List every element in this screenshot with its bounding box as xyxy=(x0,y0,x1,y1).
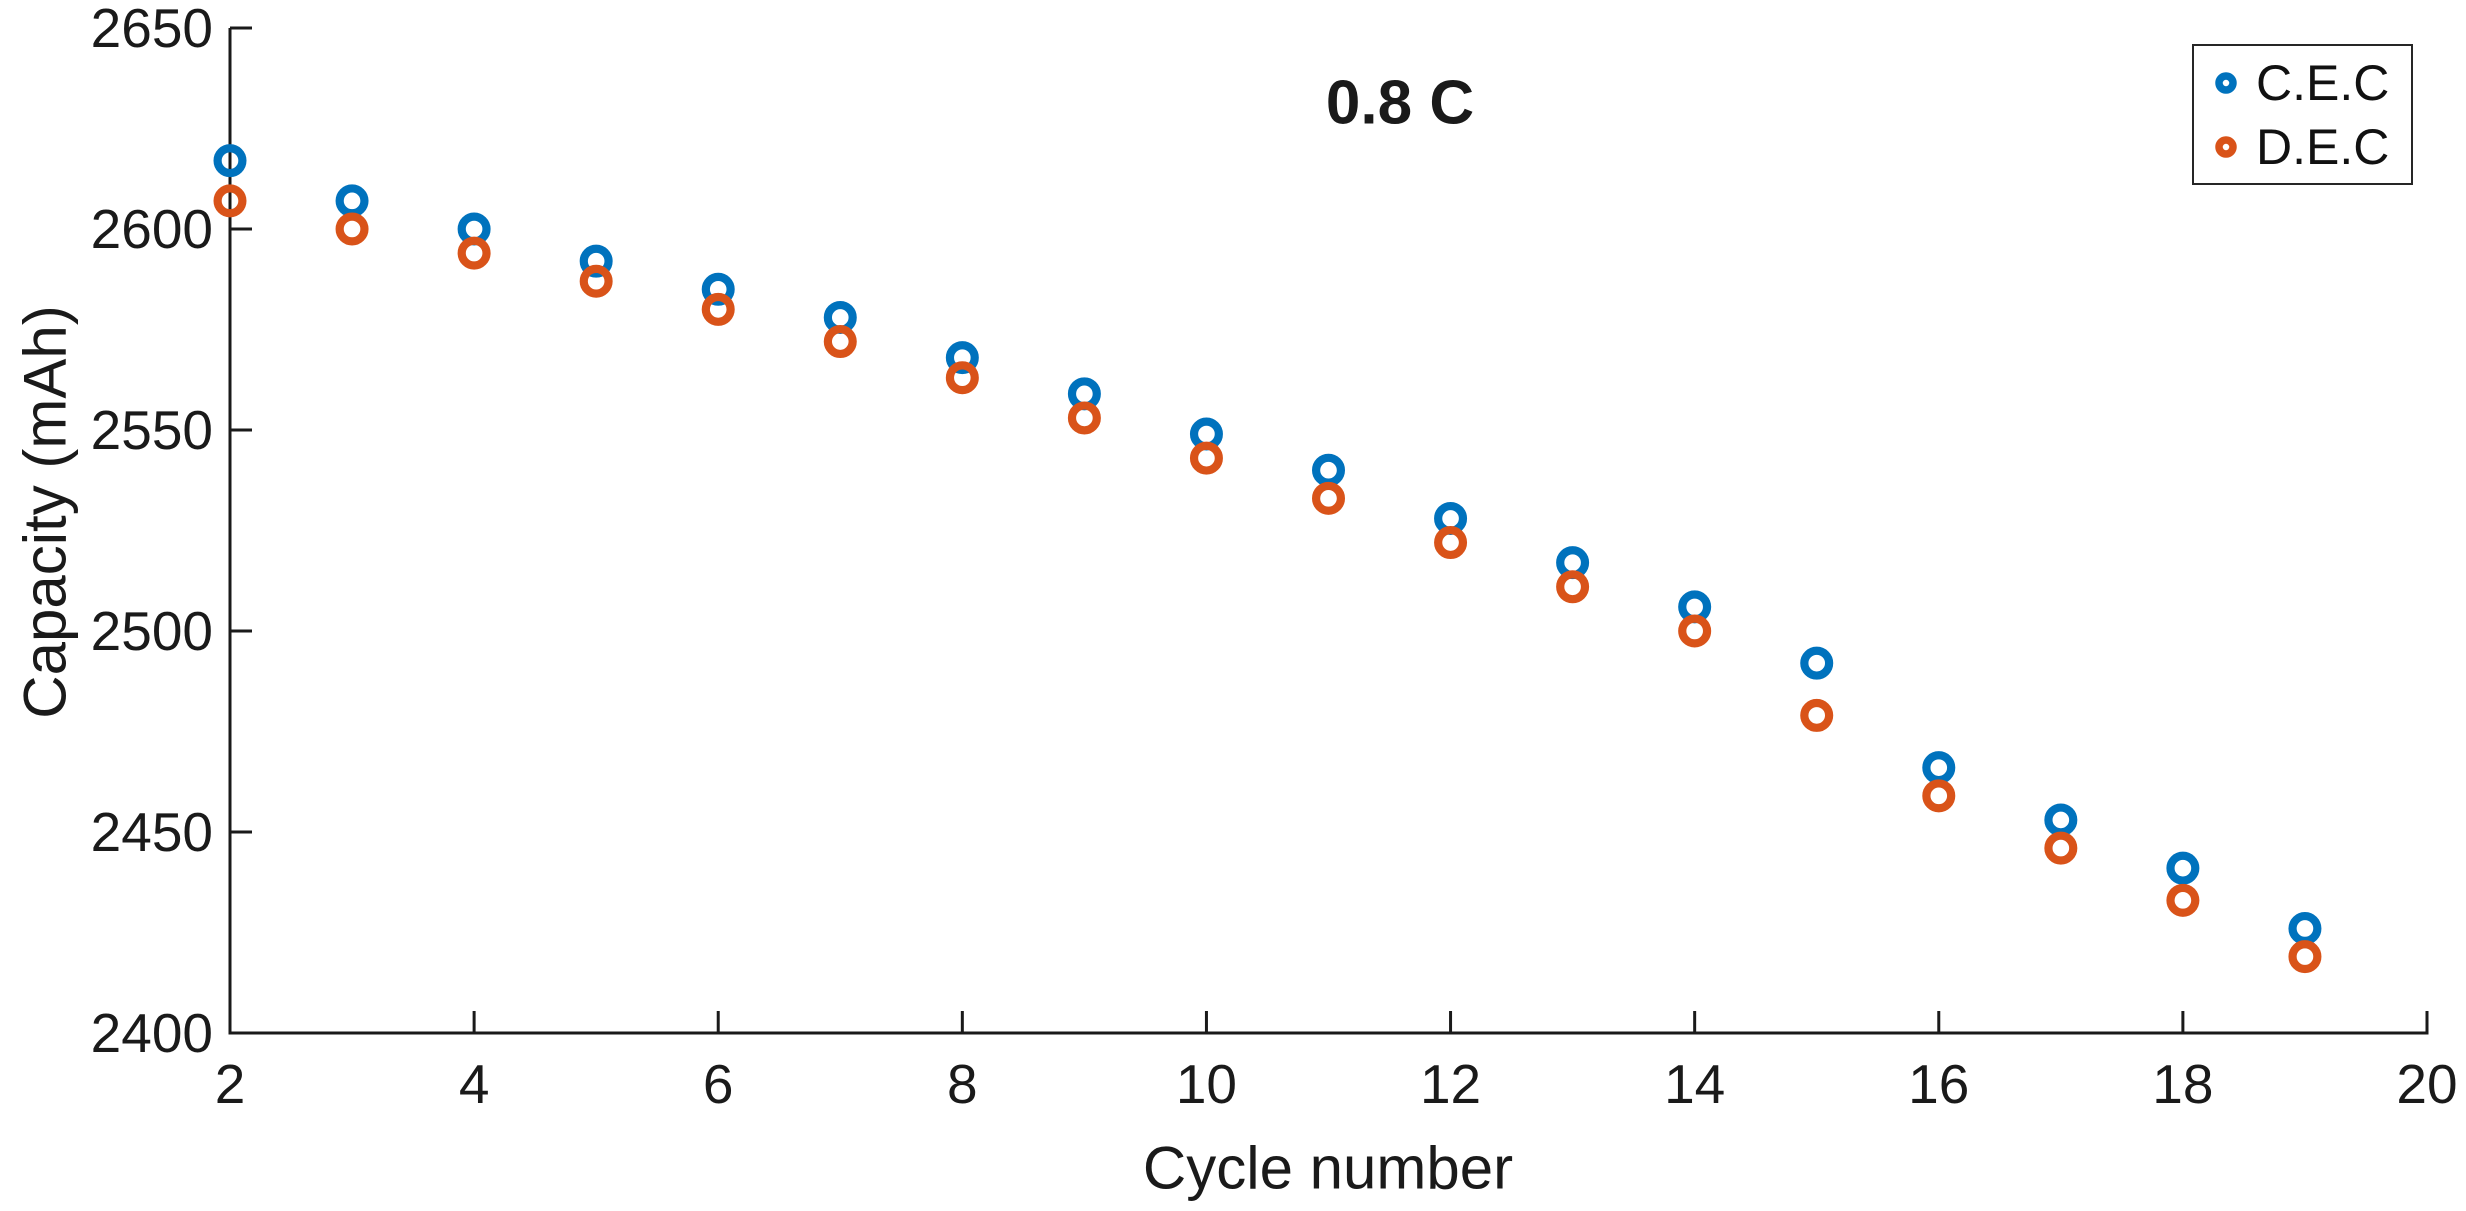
y-axis-label: Capacity (mAh) xyxy=(11,305,79,719)
x-tick-label: 8 xyxy=(947,1053,978,1115)
x-tick-label: 20 xyxy=(2396,1053,2457,1115)
data-point-dec-cycle-3 xyxy=(335,212,369,246)
x-tick-label: 12 xyxy=(1420,1053,1481,1115)
x-tick-label: 16 xyxy=(1908,1053,1969,1115)
data-point-dec-cycle-4 xyxy=(457,236,491,270)
x-tick-label: 10 xyxy=(1176,1053,1237,1115)
data-point-cec-cycle-11 xyxy=(1311,453,1345,487)
y-tick-label: 2400 xyxy=(91,1002,213,1064)
dec-marker-icon xyxy=(2215,135,2237,158)
data-point-dec-cycle-11 xyxy=(1311,481,1345,515)
data-point-cec-cycle-5 xyxy=(579,244,613,278)
data-point-cec-cycle-18 xyxy=(2166,851,2200,885)
data-point-dec-cycle-19 xyxy=(2288,940,2322,974)
data-point-dec-cycle-7 xyxy=(823,325,857,359)
chart-title: 0.8 C xyxy=(1325,68,1475,138)
legend-label-dec: D.E.C xyxy=(2256,118,2390,175)
y-tick-label: 2550 xyxy=(91,399,213,461)
data-point-dec-cycle-18 xyxy=(2166,883,2200,917)
data-point-cec-cycle-3 xyxy=(335,184,369,218)
dec-marker-circle xyxy=(2215,135,2237,158)
data-point-dec-cycle-8 xyxy=(945,361,979,395)
data-point-cec-cycle-19 xyxy=(2288,911,2322,945)
y-tick-label: 2450 xyxy=(91,801,213,863)
x-tick-label: 14 xyxy=(1664,1053,1725,1115)
legend-label-cec: C.E.C xyxy=(2256,54,2390,111)
x-tick-label: 4 xyxy=(459,1053,490,1115)
legend-item-dec: D.E.C xyxy=(2204,119,2411,175)
data-point-cec-cycle-17 xyxy=(2044,803,2078,837)
data-point-dec-cycle-12 xyxy=(1434,526,1468,560)
cec-marker-icon xyxy=(2215,71,2237,94)
data-point-cec-cycle-16 xyxy=(1922,751,1956,785)
x-tick-label: 18 xyxy=(2152,1053,2213,1115)
data-point-dec-cycle-13 xyxy=(1556,570,1590,604)
data-point-dec-cycle-17 xyxy=(2044,831,2078,865)
data-point-cec-cycle-6 xyxy=(701,272,735,306)
data-point-cec-cycle-15 xyxy=(1800,646,1834,680)
x-tick-label: 2 xyxy=(215,1053,246,1115)
data-point-dec-cycle-5 xyxy=(579,264,613,298)
data-point-dec-cycle-2 xyxy=(213,184,247,218)
data-point-dec-cycle-14 xyxy=(1678,614,1712,648)
data-point-dec-cycle-16 xyxy=(1922,779,1956,813)
legend-item-cec: C.E.C xyxy=(2204,55,2411,111)
data-point-dec-cycle-6 xyxy=(701,292,735,326)
y-tick-label: 2600 xyxy=(91,198,213,260)
data-point-dec-cycle-15 xyxy=(1800,698,1834,732)
y-tick-label: 2500 xyxy=(91,600,213,662)
legend: C.E.C D.E.C xyxy=(2192,44,2413,185)
data-point-dec-cycle-9 xyxy=(1067,401,1101,435)
data-point-cec-cycle-8 xyxy=(945,341,979,375)
x-axis-label: Cycle number xyxy=(1142,1134,1514,1202)
data-point-cec-cycle-2 xyxy=(213,144,247,178)
data-point-dec-cycle-10 xyxy=(1189,441,1223,475)
cec-marker-circle xyxy=(2215,71,2237,94)
x-tick-label: 6 xyxy=(703,1053,734,1115)
y-tick-label: 2650 xyxy=(91,0,213,59)
